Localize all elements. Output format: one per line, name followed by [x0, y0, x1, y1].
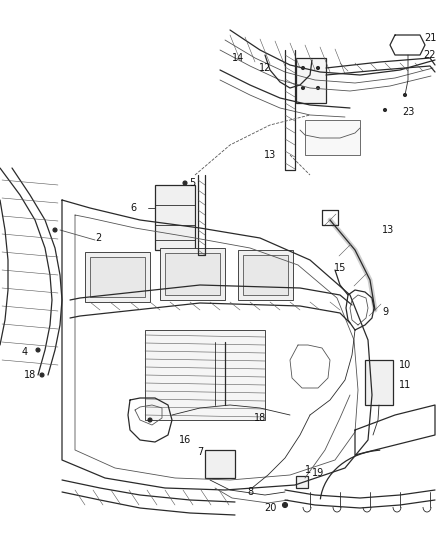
Text: 7: 7: [197, 447, 203, 457]
Circle shape: [403, 93, 406, 96]
Bar: [243, 255, 288, 295]
Circle shape: [53, 228, 57, 232]
Text: 16: 16: [179, 435, 191, 445]
Bar: [296, 476, 308, 488]
Text: 18: 18: [254, 413, 266, 423]
Bar: [155, 185, 195, 250]
Text: 19: 19: [312, 468, 324, 478]
Circle shape: [36, 348, 40, 352]
Bar: [296, 58, 326, 103]
Text: 23: 23: [402, 107, 414, 117]
Text: 15: 15: [334, 263, 346, 273]
Text: 4: 4: [22, 347, 28, 357]
Text: 11: 11: [399, 380, 411, 390]
Text: 10: 10: [399, 360, 411, 370]
Bar: [145, 330, 265, 420]
Circle shape: [301, 86, 304, 90]
Text: 1: 1: [305, 465, 311, 475]
Bar: [165, 253, 220, 295]
Text: 21: 21: [424, 33, 436, 43]
Circle shape: [317, 86, 319, 90]
Circle shape: [301, 67, 304, 69]
Text: 14: 14: [232, 53, 244, 63]
Text: 12: 12: [259, 63, 271, 73]
Circle shape: [148, 418, 152, 422]
Text: 18: 18: [24, 370, 36, 380]
Text: 13: 13: [382, 225, 394, 235]
Bar: [85, 252, 150, 302]
Text: 9: 9: [382, 307, 388, 317]
Bar: [238, 250, 293, 300]
Text: 22: 22: [424, 50, 436, 60]
Bar: [305, 120, 360, 155]
Circle shape: [40, 373, 44, 377]
Circle shape: [283, 503, 287, 507]
Bar: [205, 450, 235, 478]
Bar: [160, 248, 225, 300]
Circle shape: [183, 181, 187, 185]
Text: 2: 2: [95, 233, 101, 243]
Text: 20: 20: [264, 503, 276, 513]
Circle shape: [317, 67, 319, 69]
Bar: [365, 360, 393, 405]
Text: 8: 8: [247, 487, 253, 497]
Text: 6: 6: [130, 203, 136, 213]
Text: 5: 5: [189, 178, 195, 188]
Circle shape: [384, 109, 386, 111]
Bar: [90, 257, 145, 297]
Text: 13: 13: [264, 150, 276, 160]
